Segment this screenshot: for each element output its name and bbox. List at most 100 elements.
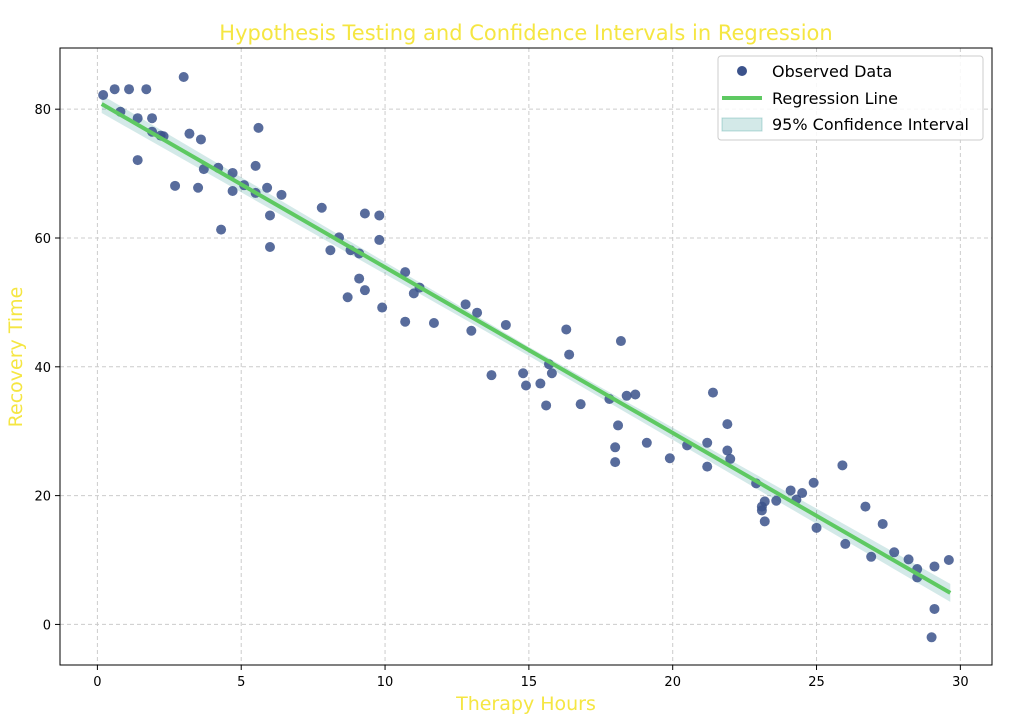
- data-point: [193, 182, 204, 193]
- data-point: [250, 160, 261, 171]
- y-tick-label: 60: [34, 232, 51, 247]
- x-tick-label: 25: [808, 675, 825, 690]
- data-point: [264, 210, 275, 221]
- data-point: [615, 336, 626, 347]
- data-point: [400, 316, 411, 327]
- data-point: [929, 603, 940, 614]
- legend-label-observed: Observed Data: [772, 62, 892, 81]
- data-point: [759, 496, 770, 507]
- data-point: [147, 113, 158, 124]
- y-tick-label: 0: [43, 618, 51, 633]
- regression-line-path: [100, 102, 952, 595]
- x-tick-label: 0: [93, 675, 101, 690]
- data-point: [546, 368, 557, 379]
- x-tick-label: 15: [521, 675, 538, 690]
- data-point: [374, 210, 385, 221]
- data-point: [276, 189, 287, 200]
- data-point: [943, 555, 954, 566]
- data-point: [325, 245, 336, 256]
- data-point: [98, 90, 109, 101]
- x-tick-label: 10: [377, 675, 394, 690]
- x-tick-label: 20: [664, 675, 681, 690]
- data-point: [374, 234, 385, 245]
- data-point: [610, 457, 621, 468]
- data-point: [132, 155, 143, 166]
- scatter-points: [98, 71, 954, 643]
- data-point: [877, 518, 888, 529]
- y-tick-label: 20: [34, 490, 51, 505]
- x-axis-label: Therapy Hours: [455, 693, 596, 715]
- axis-ticks: 0 5 10 15 20 25 30 0 20 40 60 80: [34, 103, 968, 690]
- data-point: [759, 516, 770, 527]
- legend: Observed Data Regression Line 95% Confid…: [717, 55, 984, 141]
- data-point: [170, 180, 181, 191]
- data-point: [109, 84, 120, 95]
- data-point: [860, 501, 871, 512]
- data-point: [400, 267, 411, 278]
- data-point: [195, 134, 206, 145]
- data-point: [227, 167, 238, 178]
- data-point: [837, 460, 848, 471]
- data-point: [889, 547, 900, 558]
- data-point: [262, 182, 273, 193]
- legend-marker-observed: [737, 66, 747, 76]
- data-point: [575, 399, 586, 410]
- data-point: [359, 285, 370, 296]
- data-point: [460, 299, 471, 310]
- data-point: [377, 302, 388, 313]
- data-point: [840, 538, 851, 549]
- data-point: [486, 370, 497, 381]
- data-point: [124, 84, 135, 95]
- data-point: [141, 84, 152, 95]
- y-tick-label: 80: [34, 103, 51, 118]
- data-point: [500, 319, 511, 330]
- x-tick-label: 30: [952, 675, 969, 690]
- legend-label-ci: 95% Confidence Interval: [772, 115, 969, 134]
- data-point: [785, 485, 796, 496]
- chart-title: Hypothesis Testing and Confidence Interv…: [219, 21, 832, 45]
- data-point: [561, 324, 572, 335]
- data-point: [535, 378, 546, 389]
- data-point: [428, 318, 439, 329]
- data-point: [316, 202, 327, 213]
- legend-marker-ci: [721, 117, 763, 132]
- data-point: [756, 505, 767, 516]
- data-point: [613, 420, 624, 431]
- data-point: [722, 445, 733, 456]
- data-point: [866, 551, 877, 562]
- data-point: [178, 71, 189, 82]
- data-point: [641, 437, 652, 448]
- data-point: [771, 495, 782, 506]
- data-point: [132, 113, 143, 124]
- legend-box: [717, 55, 984, 141]
- regression-line: [100, 102, 952, 595]
- data-point: [521, 380, 531, 391]
- data-point: [253, 122, 264, 133]
- data-point: [929, 561, 940, 572]
- data-point: [342, 292, 353, 303]
- data-point: [564, 349, 575, 360]
- data-point: [797, 488, 808, 499]
- data-point: [541, 400, 552, 411]
- data-point: [610, 442, 621, 453]
- data-point: [702, 461, 713, 472]
- data-point: [707, 387, 718, 398]
- data-point: [184, 128, 195, 139]
- data-point: [664, 453, 675, 464]
- y-tick-label: 40: [34, 361, 51, 376]
- data-point: [903, 554, 914, 565]
- data-point: [518, 368, 529, 379]
- data-point: [466, 325, 477, 336]
- data-point: [354, 273, 365, 284]
- data-point: [621, 390, 632, 401]
- x-tick-label: 5: [237, 675, 245, 690]
- data-point: [811, 522, 822, 533]
- data-point: [227, 185, 238, 196]
- data-point: [472, 307, 483, 318]
- data-point: [808, 477, 819, 488]
- data-point: [702, 437, 713, 448]
- y-axis-label: Recovery Time: [5, 287, 27, 428]
- data-point: [722, 419, 733, 430]
- grid: [60, 48, 992, 665]
